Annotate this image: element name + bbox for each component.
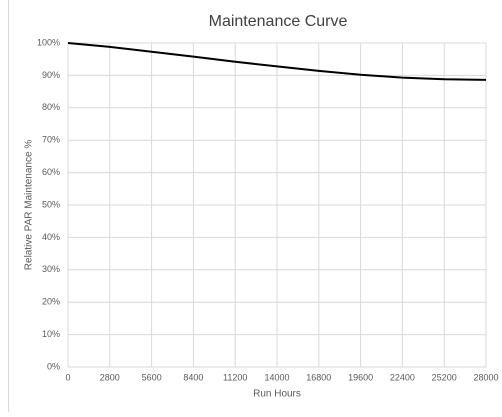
y-tick-label: 100% — [37, 37, 60, 47]
x-axis-label: Run Hours — [253, 389, 301, 400]
y-tick-label: 60% — [42, 167, 60, 177]
x-tick-label: 5600 — [142, 372, 162, 382]
y-tick-label: 30% — [42, 264, 60, 274]
y-tick-label: 70% — [42, 135, 60, 145]
y-axis-label: Relative PAR Maintenance % — [24, 140, 35, 271]
x-tick-label: 11200 — [223, 372, 247, 382]
x-tick-label: 25200 — [432, 372, 457, 382]
y-tick-label: 0% — [47, 361, 60, 371]
y-tick-label: 10% — [42, 329, 60, 339]
y-tick-label: 40% — [42, 232, 60, 242]
x-tick-label: 0 — [65, 372, 70, 382]
x-tick-label: 28000 — [473, 372, 498, 382]
y-tick-label: 20% — [42, 297, 60, 307]
y-tick-label: 50% — [42, 199, 60, 209]
chart-title: Maintenance Curve — [209, 13, 348, 30]
x-tick-label: 16800 — [306, 372, 331, 382]
x-tick-label: 8400 — [183, 372, 203, 382]
x-tick-label: 14000 — [264, 372, 289, 382]
series-line — [67, 42, 487, 81]
x-tick-label: 2800 — [100, 372, 120, 382]
x-tick-label: 22400 — [390, 372, 415, 382]
y-tick-label: 80% — [42, 102, 60, 112]
x-tick-label: 19600 — [348, 372, 373, 382]
y-tick-label: 90% — [42, 70, 60, 80]
